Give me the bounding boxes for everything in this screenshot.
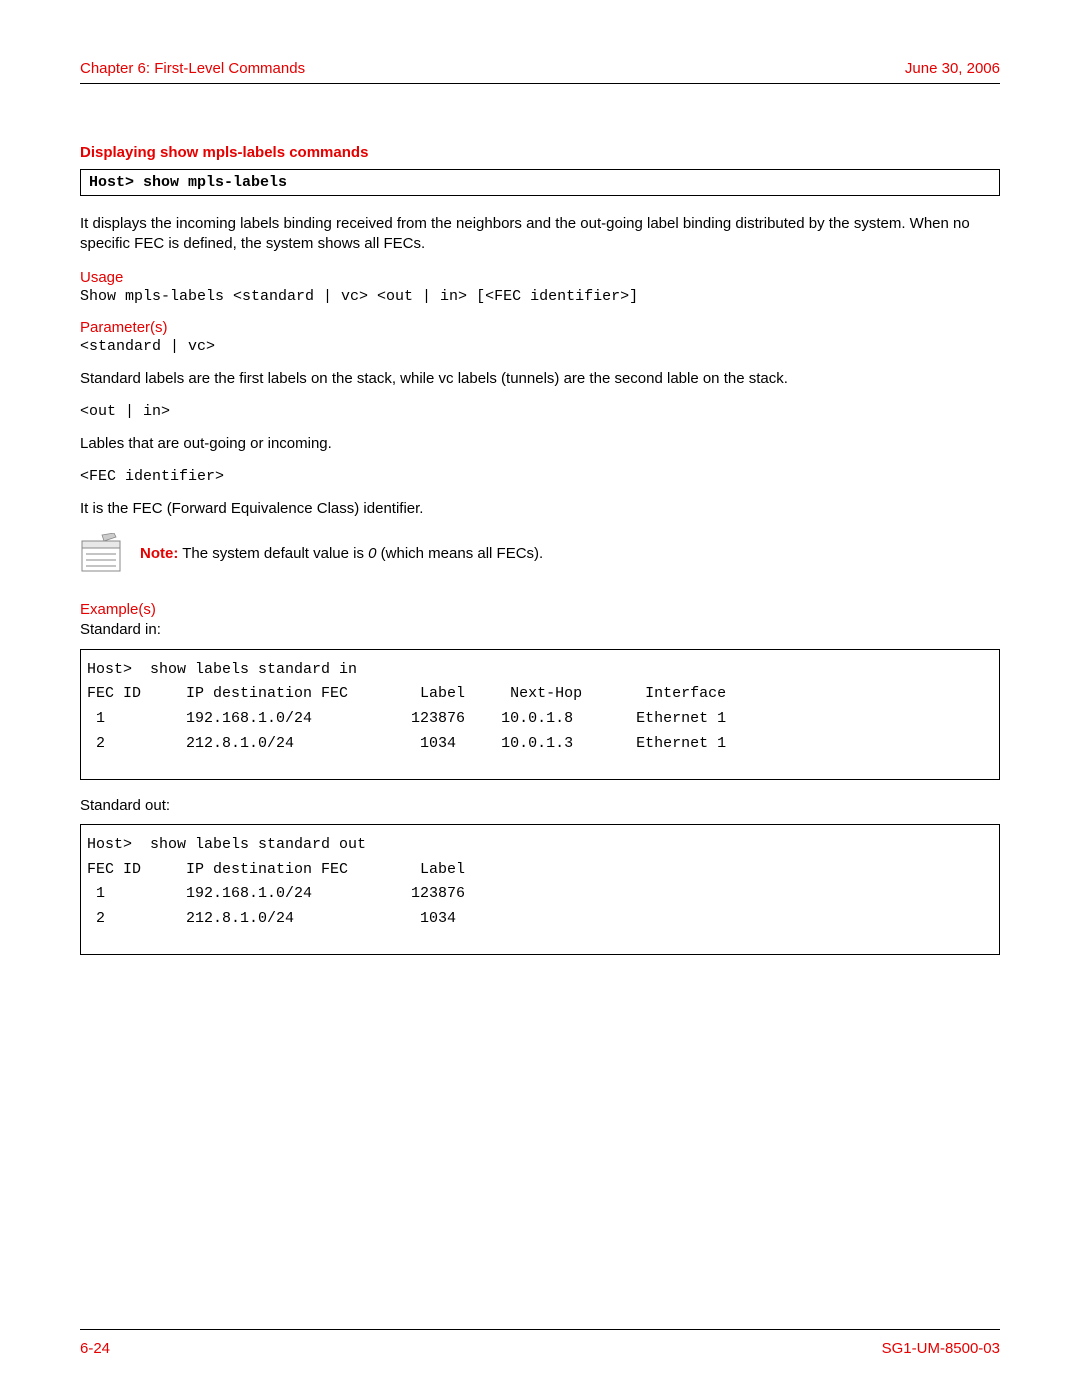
page-header: Chapter 6: First-Level Commands June 30,… xyxy=(80,60,1000,84)
usage-syntax: Show mpls-labels <standard | vc> <out | … xyxy=(80,288,1000,305)
footer-doc-id: SG1-UM-8500-03 xyxy=(882,1340,1000,1357)
footer-page-number: 6-24 xyxy=(80,1340,110,1357)
note-label: Note: xyxy=(140,545,178,562)
note-block: Note: The system default value is 0 (whi… xyxy=(80,533,1000,573)
chapter-label: Chapter 6: First-Level Commands xyxy=(80,60,305,77)
usage-heading: Usage xyxy=(80,269,1000,286)
page-footer: 6-24 SG1-UM-8500-03 xyxy=(80,1329,1000,1357)
note-body-2: (which means all FECs). xyxy=(377,545,544,562)
param-2-desc: Lables that are out-going or incoming. xyxy=(80,434,1000,454)
example2-label: Standard out: xyxy=(80,796,1000,816)
command-box: Host> show mpls-labels xyxy=(80,169,1000,196)
header-date: June 30, 2006 xyxy=(905,60,1000,77)
example2-box: Host> show labels standard out FEC ID IP… xyxy=(80,824,1000,955)
notepad-icon xyxy=(80,533,122,573)
note-body-1: The system default value is xyxy=(178,545,368,562)
example1-label: Standard in: xyxy=(80,620,1000,640)
parameters-heading: Parameter(s) xyxy=(80,319,1000,336)
param-1: <standard | vc> xyxy=(80,338,1000,355)
document-page: Chapter 6: First-Level Commands June 30,… xyxy=(0,0,1080,1397)
example1-box: Host> show labels standard in FEC ID IP … xyxy=(80,649,1000,780)
note-text: Note: The system default value is 0 (whi… xyxy=(140,545,543,562)
section-title: Displaying show mpls-labels commands xyxy=(80,144,1000,161)
param-3: <FEC identifier> xyxy=(80,468,1000,485)
param-2: <out | in> xyxy=(80,403,1000,420)
description-paragraph: It displays the incoming labels binding … xyxy=(80,214,1000,255)
note-body-italic: 0 xyxy=(368,545,376,562)
param-1-desc: Standard labels are the first labels on … xyxy=(80,369,1000,389)
examples-heading: Example(s) xyxy=(80,601,1000,618)
param-3-desc: It is the FEC (Forward Equivalence Class… xyxy=(80,499,1000,519)
